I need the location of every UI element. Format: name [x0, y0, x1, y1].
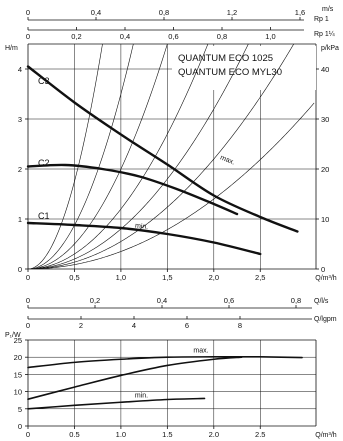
flow-ls-tick-label: 0,4 — [157, 296, 167, 305]
curve-tag-c2: C2 — [38, 158, 50, 168]
p-tick-label: 40 — [321, 65, 329, 74]
pump-curve-c3 — [26, 65, 299, 233]
p-tick-label: 20 — [321, 165, 329, 174]
pipe-rp1-label: Rp 1 — [314, 16, 329, 23]
power-annotation-max: max. — [193, 348, 208, 355]
flow-lgpm-tick-label: 4 — [132, 321, 136, 330]
velocity-rp1-tick-label: 0,4 — [91, 8, 101, 17]
flow-ls-tick-label: 0,2 — [90, 296, 100, 305]
p-tick-label: 30 — [321, 115, 329, 124]
system-curve — [28, 102, 315, 269]
curve-tag-c1: C1 — [38, 211, 50, 221]
flow-ls-tick-label: 0,6 — [224, 296, 234, 305]
q-tick-label: 2,0 — [209, 273, 219, 282]
q-tick-label: 0 — [26, 273, 30, 282]
velocity-rp1-tick-label: 1,6 — [295, 8, 305, 17]
power-tick-label: 0 — [18, 422, 22, 431]
q-tick-label: 0,5 — [69, 273, 79, 282]
flow-ls-tick-label: 0 — [26, 296, 30, 305]
head-flow-chart: 0 0,5 1,0 1,5 2,0 2,5 Q/m³/h0 01 102 203 304 40H/m p… — [5, 6, 339, 282]
system-curve — [28, 44, 209, 269]
flow-lgpm-tick-label: 2 — [79, 321, 83, 330]
velocity-unit-label: m/s — [322, 6, 334, 13]
power-tick-label: 20 — [14, 353, 22, 362]
power-q-tick-label: 2.5 — [255, 430, 265, 439]
h-tick-label: 1 — [18, 215, 22, 224]
h-tick-label: 4 — [18, 65, 22, 74]
velocity-rp114-tick-label: 0 — [26, 32, 30, 41]
h-axis-label: H/m — [5, 45, 18, 52]
power-q-axis-label: Q/m³/h — [315, 432, 336, 439]
flow-ls-unit-label: Q/l/s — [314, 298, 329, 305]
power-curve-min — [27, 397, 206, 410]
p-tick-label: 10 — [321, 215, 329, 224]
system-curve — [28, 44, 103, 269]
annotation-min: min. — [135, 223, 149, 231]
power-curve-max — [27, 355, 303, 369]
velocity-rp1-tick-label: 0,8 — [159, 8, 169, 17]
system-curve — [28, 44, 134, 269]
q-axis-label: Q/m³/h — [315, 275, 336, 282]
velocity-rp114-tick-label: 0,6 — [168, 32, 178, 41]
power-tick-label: 15 — [14, 370, 22, 379]
velocity-rp1-tick-label: 0 — [26, 8, 30, 17]
system-curve — [28, 44, 249, 269]
flow-lgpm-tick-label: 8 — [238, 321, 242, 330]
chart-title-line: QUANTUM ECO MYL30 — [178, 67, 282, 78]
power-tick-label: 5 — [18, 405, 22, 414]
velocity-rp114-tick-label: 1,0 — [265, 32, 275, 41]
power-annotation-min: min. — [135, 392, 148, 399]
curve-tag-c3: C3 — [38, 76, 50, 86]
flow-lgpm-tick-label: 0 — [26, 321, 30, 330]
velocity-rp114-tick-label: 0,8 — [217, 32, 227, 41]
power-q-tick-label: 2.0 — [209, 430, 219, 439]
velocity-rp114-tick-label: 0,4 — [120, 32, 130, 41]
pipe-rp114-label: Rp 1¼ — [314, 31, 335, 38]
flow-lgpm-tick-label: 6 — [185, 321, 189, 330]
system-curves-group — [28, 44, 315, 269]
annotation-max: max. — [219, 154, 236, 166]
q-tick-label: 1,5 — [162, 273, 172, 282]
flow-lgpm-unit-label: Q/lgpm — [314, 316, 337, 323]
velocity-rp114-tick-label: 0,2 — [71, 32, 81, 41]
velocity-rp1-tick-label: 1,2 — [227, 8, 237, 17]
h-tick-label: 3 — [18, 115, 22, 124]
power-curve-mid — [27, 356, 243, 400]
chart-title-line: QUANTUM ECO 1025 — [178, 53, 273, 64]
p-axis-label: p/kPa — [321, 45, 339, 52]
system-curve — [28, 44, 168, 269]
flow-ls-tick-label: 0,8 — [291, 296, 301, 305]
h-tick-label: 0 — [18, 265, 22, 274]
q-tick-label: 2,5 — [255, 273, 265, 282]
power-q-tick-label: 1.0 — [116, 430, 126, 439]
power-q-tick-label: 0.5 — [69, 430, 79, 439]
power-tick-label: 25 — [14, 336, 22, 345]
power-q-tick-label: 1.5 — [162, 430, 172, 439]
p-tick-label: 0 — [321, 265, 325, 274]
power-tick-label: 10 — [14, 388, 22, 397]
power-q-tick-label: 0 — [26, 430, 30, 439]
q-tick-label: 1,0 — [116, 273, 126, 282]
h-tick-label: 2 — [18, 165, 22, 174]
power-axis-label: P₁/W — [5, 332, 21, 339]
system-curve — [28, 44, 295, 269]
pump-curve-c1 — [26, 221, 262, 256]
pump-curve-c2 — [26, 163, 239, 216]
